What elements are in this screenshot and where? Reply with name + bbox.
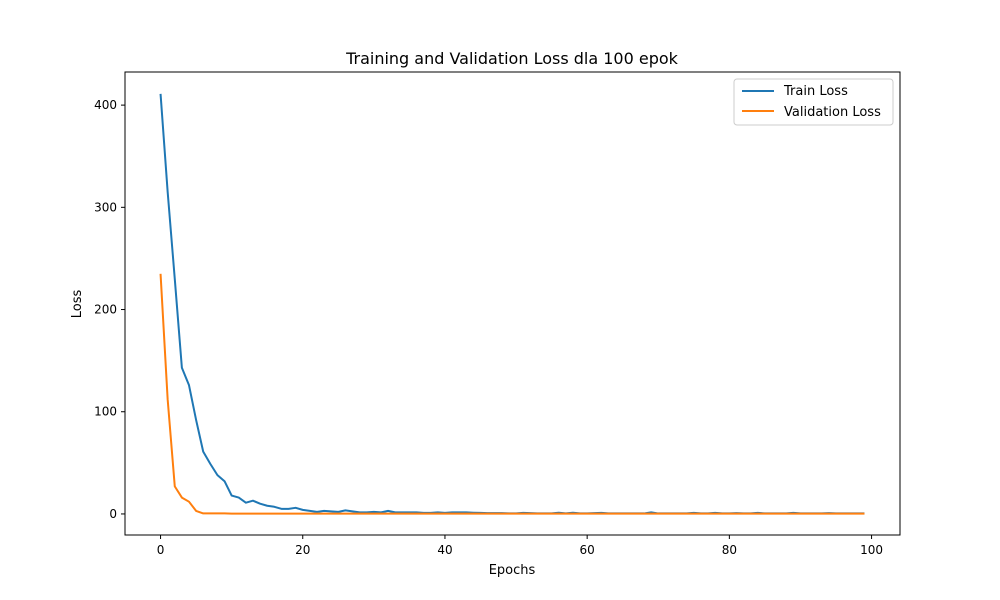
x-tick-label: 100	[860, 543, 883, 557]
y-tick-label: 100	[94, 405, 117, 419]
y-tick-label: 300	[94, 200, 117, 214]
x-tick-label: 40	[437, 543, 452, 557]
legend: Train Loss Validation Loss	[733, 78, 894, 126]
chart-title: Training and Validation Loss dla 100 epo…	[345, 49, 679, 68]
series-line-validation-loss	[159, 273, 865, 515]
y-axis-label: Loss	[70, 290, 85, 319]
legend-label-validation-loss: Validation Loss	[784, 105, 881, 120]
x-axis-label: Epochs	[489, 563, 536, 578]
axes-frame	[124, 71, 901, 536]
x-tick-label: 60	[580, 543, 595, 557]
plot-area	[124, 71, 901, 536]
x-axis-ticks: 0 20 40 60 80 100	[157, 535, 883, 557]
y-tick-label: 200	[94, 303, 117, 317]
y-axis-ticks: 0 100 200 300 400	[94, 98, 125, 521]
x-tick-label: 80	[722, 543, 737, 557]
x-tick-label: 0	[157, 543, 165, 557]
y-tick-label: 0	[109, 507, 117, 521]
x-tick-label: 20	[295, 543, 310, 557]
y-tick-label: 400	[94, 98, 117, 112]
legend-label-train-loss: Train Loss	[783, 84, 848, 99]
series-layer	[159, 93, 865, 515]
